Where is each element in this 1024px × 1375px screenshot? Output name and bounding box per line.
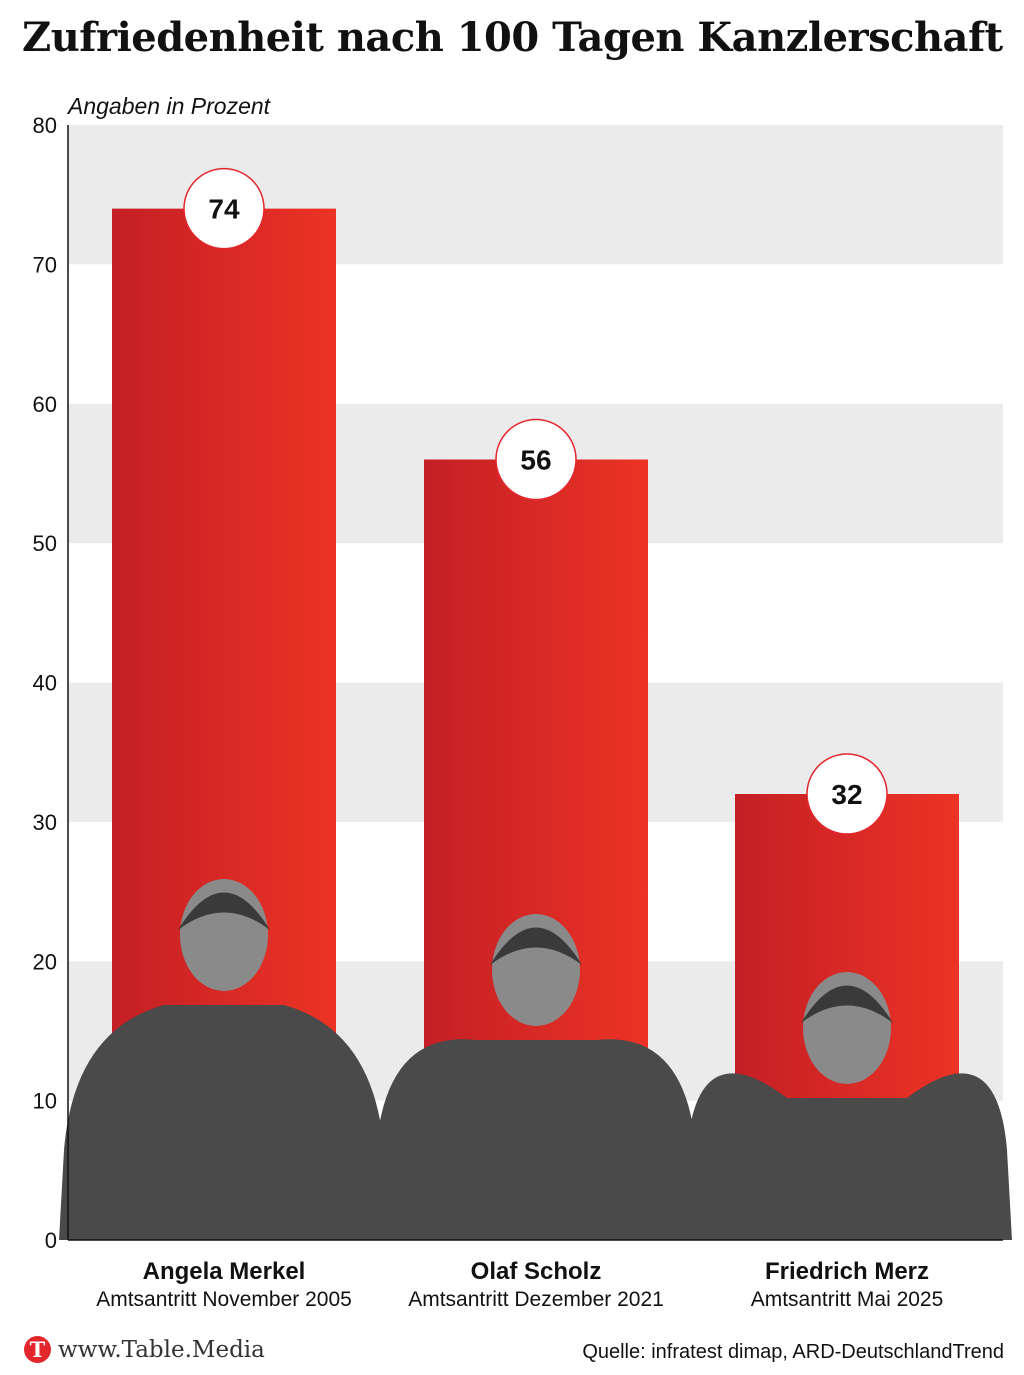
portrait-hair [801, 985, 893, 1023]
y-tick-label: 80 [33, 113, 57, 138]
category-subtitle: Amtsantritt November 2005 [96, 1288, 352, 1311]
category-label: Friedrich Merz [764, 1258, 930, 1285]
y-tick-label: 10 [33, 1089, 57, 1114]
portrait-hair [490, 927, 582, 965]
value-bubble [806, 753, 888, 835]
data-label: 74 [208, 194, 240, 225]
category-merz: Friedrich Merz Amtsantritt Mai 2025 [687, 1258, 1007, 1312]
y-tick-label: 60 [33, 392, 57, 417]
y-tick-label: 30 [33, 810, 57, 835]
y-tick-label: 70 [33, 252, 57, 277]
y-tick-label: 20 [33, 949, 57, 974]
category-label: Angela Merkel [142, 1258, 306, 1285]
category-subtitle: Amtsantritt Dezember 2021 [408, 1288, 664, 1311]
data-label: 32 [831, 779, 862, 810]
y-axis-label: Angaben in Prozent [68, 93, 271, 119]
logo-icon: T [24, 1336, 51, 1363]
category-label: Olaf Scholz [470, 1258, 602, 1285]
category-subtitle: Amtsantritt Mai 2025 [750, 1288, 944, 1311]
category-merkel: Angela Merkel Amtsantritt November 2005 [64, 1258, 384, 1312]
data-label: 56 [520, 445, 551, 476]
portrait-body [371, 1039, 701, 1240]
table-media-logo[interactable]: T www.Table.Media [24, 1336, 265, 1363]
chart-title: Zufriedenheit nach 100 Tagen Kanzlerscha… [22, 14, 1003, 61]
y-tick-label: 0 [45, 1228, 57, 1253]
y-tick-label: 50 [33, 531, 57, 556]
portrait-body [59, 1005, 389, 1240]
y-tick-label: 40 [33, 671, 57, 696]
website-link[interactable]: www.Table.Media [58, 1336, 265, 1363]
category-scholz: Olaf Scholz Amtsantritt Dezember 2021 [376, 1258, 696, 1312]
source-note: Quelle: infratest dimap, ARD-Deutschland… [582, 1341, 1004, 1363]
value-bubble [495, 418, 577, 501]
portrait-body [682, 1073, 1012, 1240]
value-bubble [183, 167, 265, 250]
portrait-hair [178, 892, 270, 930]
